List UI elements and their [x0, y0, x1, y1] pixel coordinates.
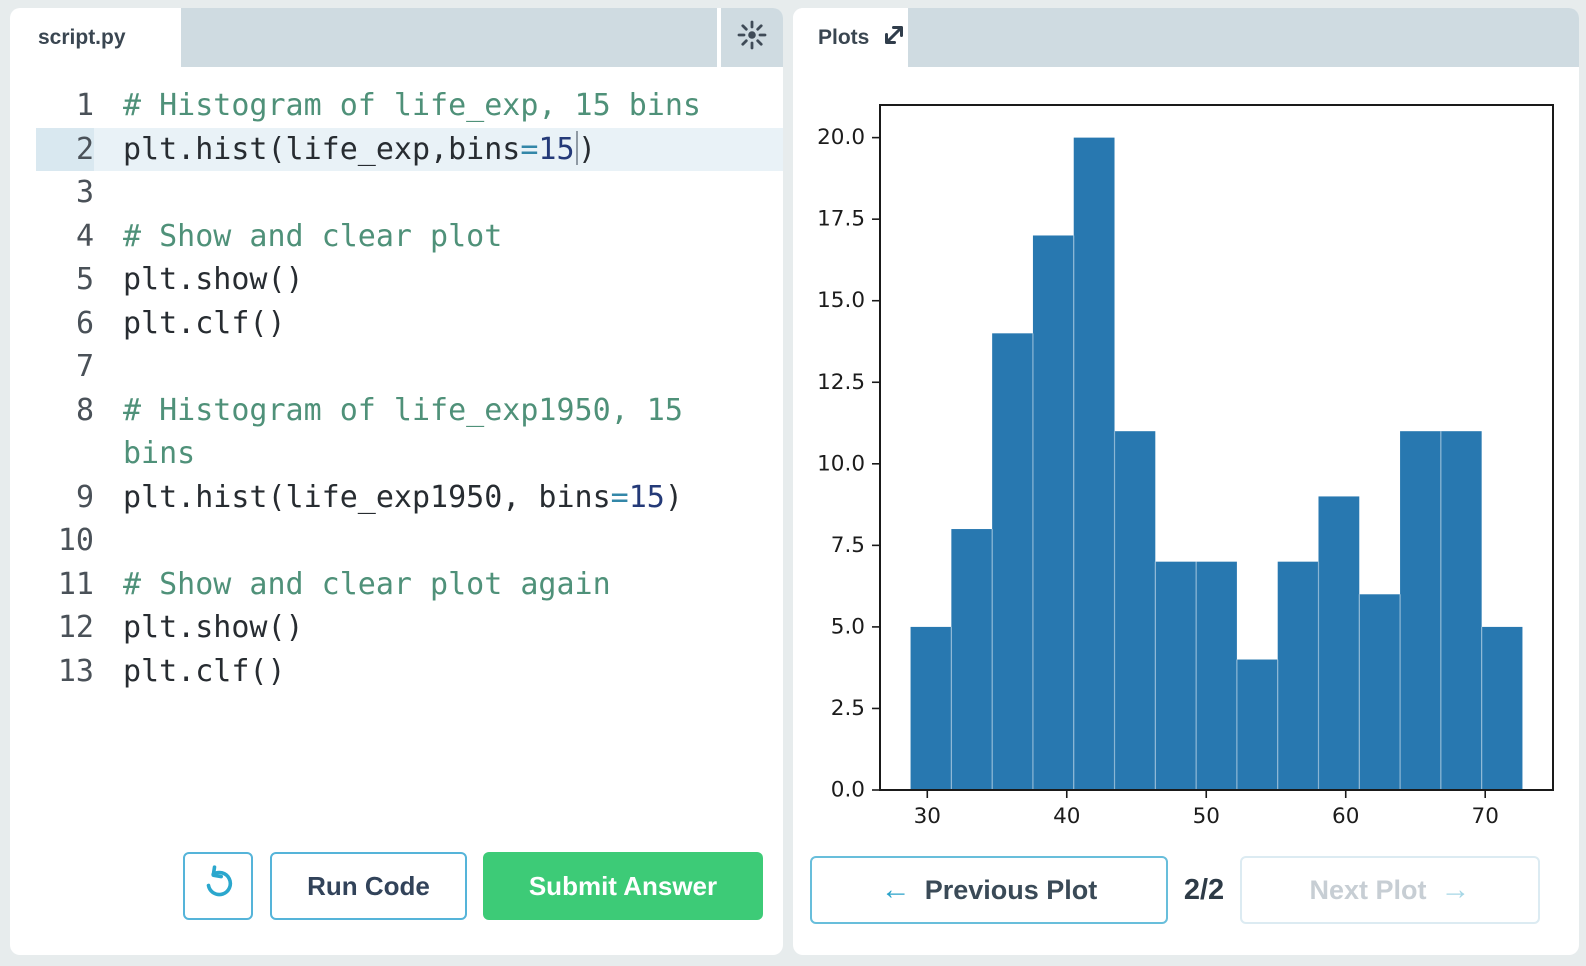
histogram-plot: 0.0 2.5 5.0 7.5 10.0 12.5 15.0 17.5 20.0 30 40 50 60…: [817, 104, 1554, 829]
line-number: 12: [57, 610, 94, 645]
expand-diagonal-arrows-icon[interactable]: [882, 23, 906, 53]
text-cursor: [575, 130, 579, 165]
code-row[interactable]: 4 # Show and clear plot: [10, 215, 783, 259]
line-number: 13: [57, 653, 94, 689]
svg-text:10.0: 10.0: [817, 451, 865, 476]
code-row[interactable]: 7: [10, 345, 783, 389]
editor-header-strip: [181, 8, 717, 67]
theme-toggle-button[interactable]: [721, 8, 783, 67]
line-number: 9: [75, 479, 94, 515]
code-line-text: [94, 345, 783, 389]
code-line-text: # Show and clear plot again: [123, 566, 611, 602]
code-row[interactable]: 1 # Histogram of life_exp, 15 bins: [10, 84, 783, 128]
plots-header: Plots: [793, 8, 1579, 67]
code-row[interactable]: 8 # Histogram of life_exp1950, 15: [10, 389, 783, 433]
plot-counter: 2/2: [1183, 874, 1225, 906]
svg-text:30: 30: [914, 804, 941, 829]
submit-answer-label: Submit Answer: [528, 870, 718, 901]
code-line-text: plt.clf(): [123, 305, 286, 341]
code-row[interactable]: 2 plt.hist(life_exp,bins=15): [10, 127, 783, 171]
plots-tab-label: Plots: [818, 25, 870, 49]
svg-text:15.0: 15.0: [817, 288, 865, 313]
svg-text:60: 60: [1332, 804, 1359, 829]
code-row[interactable]: 10: [10, 519, 783, 563]
run-code-button[interactable]: Run Code: [270, 852, 467, 920]
code-row[interactable]: 6 plt.clf(): [10, 302, 783, 346]
svg-text:12.5: 12.5: [817, 370, 865, 395]
line-number: 2: [10, 127, 94, 171]
next-plot-label: Next Plot: [1309, 874, 1427, 905]
sun-icon: [735, 18, 769, 57]
code-line-text: # Histogram of life_exp1950, 15: [123, 392, 683, 428]
next-plot-button[interactable]: Next Plot →: [1240, 856, 1540, 924]
arrow-right-icon: →: [1440, 873, 1471, 906]
code-editor[interactable]: 1 # Histogram of life_exp, 15 bins 2 plt.hi…: [10, 84, 783, 825]
svg-text:40: 40: [1053, 804, 1080, 829]
code-row[interactable]: 5 plt.show(): [10, 258, 783, 302]
line-number: 4: [75, 218, 94, 254]
code-line-text: # Show and clear plot: [123, 218, 503, 254]
undo-rotate-left-icon: [199, 864, 237, 909]
svg-text:0.0: 0.0: [831, 778, 865, 803]
editor-panel: script.py: [10, 8, 783, 955]
svg-text:17.5: 17.5: [817, 207, 865, 232]
code-line-text: plt.show(): [123, 262, 304, 297]
tab-script-py[interactable]: script.py: [18, 8, 201, 67]
code-row[interactable]: 11 # Show and clear plot again: [10, 563, 783, 607]
svg-text:5.0: 5.0: [831, 614, 865, 639]
plots-panel: Plots 0.0 2.5 5.0 7.5 10.0 12.5 15.0 17.5 20.0 30…: [793, 8, 1579, 955]
submit-answer-button[interactable]: Submit Answer: [483, 852, 763, 920]
line-number: 7: [75, 349, 94, 384]
svg-text:50: 50: [1193, 804, 1220, 829]
run-code-label: Run Code: [307, 870, 430, 901]
code-row[interactable]: 12 plt.show(): [10, 606, 783, 650]
previous-plot-label: Previous Plot: [924, 874, 1098, 905]
line-number: 11: [57, 566, 94, 602]
previous-plot-button[interactable]: ← Previous Plot: [810, 856, 1168, 924]
line-number: 1: [75, 88, 94, 123]
line-number: 3: [75, 175, 94, 210]
line-number: 10: [57, 523, 94, 558]
code-line-text: [94, 519, 783, 563]
arrow-left-icon: ←: [880, 873, 911, 906]
line-number: 6: [75, 305, 94, 341]
line-number: 8: [75, 392, 94, 428]
line-number: 5: [75, 262, 94, 297]
plots-header-strip: [908, 8, 1579, 67]
svg-text:70: 70: [1472, 804, 1499, 829]
code-row[interactable]: 3: [10, 171, 783, 215]
code-line-text: # Histogram of life_exp, 15 bins: [123, 88, 701, 123]
editor-tab-label: script.py: [38, 25, 126, 49]
svg-text:20.0: 20.0: [817, 125, 865, 150]
svg-text:2.5: 2.5: [831, 696, 865, 721]
line-number: [10, 432, 94, 476]
reset-code-button[interactable]: [183, 852, 253, 920]
svg-text:7.5: 7.5: [831, 533, 865, 558]
code-line-text: bins: [123, 436, 196, 471]
code-line-text: plt.clf(): [123, 653, 286, 689]
code-line-text: plt.hist(life_exp1950, bins=15): [123, 479, 683, 515]
code-line-text: plt.show(): [123, 610, 304, 645]
code-row[interactable]: 9 plt.hist(life_exp1950, bins=15): [10, 476, 783, 520]
code-row[interactable]: 13 plt.clf(): [10, 650, 783, 694]
code-line-text: plt.hist(life_exp,bins=15): [94, 127, 783, 171]
code-line-text: [94, 171, 783, 215]
editor-header: script.py: [10, 8, 783, 67]
code-rows: 1 # Histogram of life_exp, 15 bins 2 plt.hi…: [10, 84, 783, 693]
code-row[interactable]: bins: [10, 432, 783, 476]
